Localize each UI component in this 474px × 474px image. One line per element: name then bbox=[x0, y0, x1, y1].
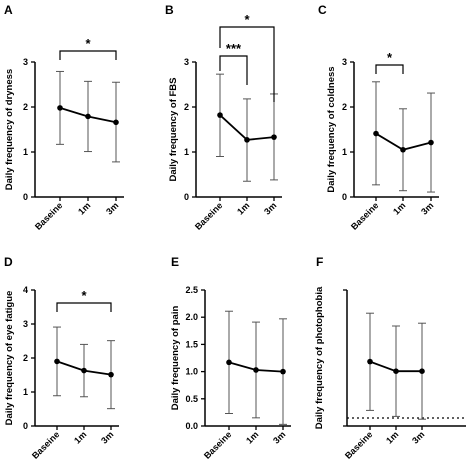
y-tick-label: 3 bbox=[184, 57, 189, 67]
x-tick-label: 1m bbox=[235, 200, 251, 216]
y-axis-label: Daily frequency of eye fatigue bbox=[4, 291, 15, 426]
y-tick-label: 2 bbox=[342, 102, 347, 112]
data-point bbox=[54, 358, 60, 365]
data-point bbox=[373, 130, 379, 137]
x-tick-label: Baseine bbox=[193, 200, 224, 231]
x-tick-label: 1m bbox=[384, 429, 400, 445]
x-tick-label: 3m bbox=[271, 429, 287, 445]
y-axis-label: Daily frequency of dryness bbox=[4, 69, 15, 190]
y-tick-label: 2.0 bbox=[185, 312, 198, 322]
data-point bbox=[113, 119, 119, 126]
significance-label: *** bbox=[226, 41, 242, 56]
y-axis-label: Daily frequency of photophobia bbox=[314, 286, 325, 429]
data-point bbox=[57, 105, 63, 111]
x-tick-label: 3m bbox=[419, 200, 435, 216]
y-tick-label: 1 bbox=[23, 147, 28, 157]
x-tick-label: Baseine bbox=[343, 429, 374, 460]
significance-label: * bbox=[244, 12, 250, 27]
x-tick-label: 3m bbox=[99, 429, 115, 445]
y-tick-label: 0.0 bbox=[185, 421, 198, 431]
y-tick-label: 1 bbox=[184, 147, 189, 157]
panel-letter: D bbox=[4, 255, 13, 269]
y-axis-label: Daily frequency of coldness bbox=[326, 66, 337, 192]
y-tick-label: 2 bbox=[184, 102, 189, 112]
panel-letter: A bbox=[4, 3, 13, 17]
panel-letter: C bbox=[318, 3, 327, 17]
data-point bbox=[85, 113, 91, 120]
data-point bbox=[108, 371, 114, 378]
y-tick-label: 2 bbox=[23, 353, 28, 363]
x-tick-label: Baseine bbox=[30, 429, 61, 460]
data-point bbox=[253, 367, 259, 373]
panel-letter: B bbox=[165, 3, 174, 17]
panel-letter: E bbox=[171, 255, 179, 269]
y-tick-label: 0 bbox=[184, 192, 189, 202]
x-tick-label: 3m bbox=[410, 429, 426, 445]
data-point bbox=[393, 368, 399, 375]
x-tick-label: 3m bbox=[104, 200, 120, 216]
significance-bracket bbox=[375, 64, 404, 74]
data-point bbox=[367, 358, 373, 365]
significance-bracket bbox=[219, 26, 275, 102]
data-point bbox=[280, 368, 286, 375]
data-point bbox=[400, 146, 406, 153]
x-tick-label: 1m bbox=[76, 200, 92, 216]
y-tick-label: 1 bbox=[23, 387, 28, 397]
panel-letter: F bbox=[316, 255, 323, 269]
y-tick-label: 1.0 bbox=[185, 367, 198, 377]
data-point bbox=[419, 368, 425, 375]
y-tick-label: 0.5 bbox=[185, 394, 198, 404]
data-point bbox=[428, 139, 434, 146]
x-tick-label: Baseine bbox=[349, 200, 380, 231]
x-tick-label: 1m bbox=[244, 429, 260, 445]
x-tick-label: Baseine bbox=[202, 429, 233, 460]
x-tick-label: 1m bbox=[72, 429, 88, 445]
data-point bbox=[271, 134, 277, 140]
y-tick-label: 3 bbox=[23, 57, 28, 67]
significance-bracket bbox=[59, 50, 117, 60]
y-axis-label: Daily frequency of FBS bbox=[168, 78, 179, 182]
y-axis-label: Daily frequency of pain bbox=[170, 306, 181, 411]
y-tick-label: 2 bbox=[23, 102, 28, 112]
y-tick-label: 2.5 bbox=[185, 285, 198, 295]
data-point bbox=[244, 137, 250, 143]
significance-label: * bbox=[81, 288, 87, 303]
y-tick-label: 0 bbox=[23, 421, 28, 431]
y-tick-label: 1.5 bbox=[185, 339, 198, 349]
y-tick-label: 0 bbox=[342, 192, 347, 202]
y-tick-label: 1 bbox=[342, 147, 347, 157]
y-tick-label: 4 bbox=[23, 285, 28, 295]
data-point bbox=[81, 367, 87, 374]
x-tick-label: 3m bbox=[262, 200, 278, 216]
y-tick-label: 3 bbox=[342, 57, 347, 67]
significance-bracket bbox=[56, 302, 112, 312]
y-tick-label: 3 bbox=[23, 319, 28, 329]
y-tick-label: 0 bbox=[23, 192, 28, 202]
data-point bbox=[217, 112, 223, 118]
data-point bbox=[226, 359, 232, 366]
x-tick-label: 1m bbox=[391, 200, 407, 216]
significance-bracket bbox=[219, 55, 248, 85]
significance-label: * bbox=[387, 50, 393, 65]
significance-label: * bbox=[85, 36, 91, 51]
x-tick-label: Baseine bbox=[33, 200, 64, 231]
